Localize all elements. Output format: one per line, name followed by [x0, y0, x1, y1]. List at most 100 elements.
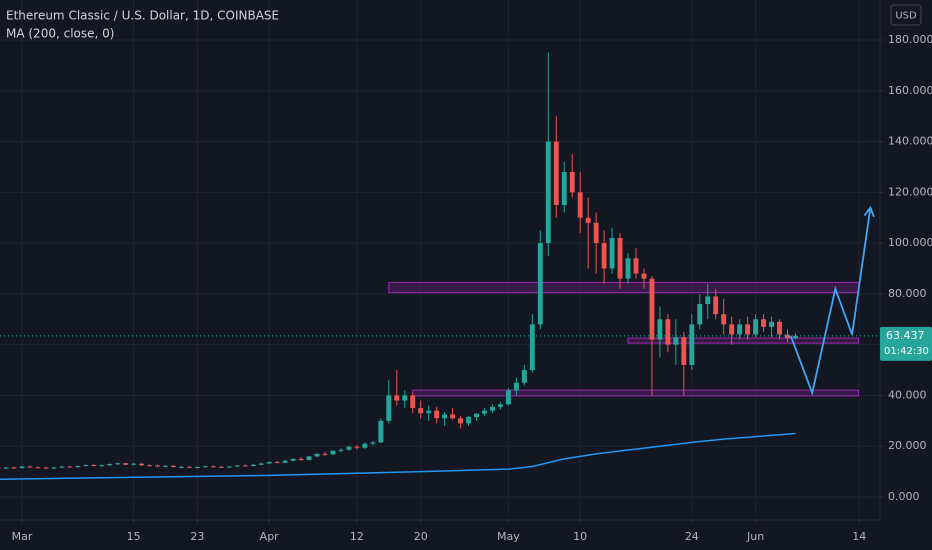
candle-body [19, 466, 25, 469]
y-tick-label: 0.000 [888, 490, 920, 503]
candle-body [745, 324, 751, 335]
candle-body [545, 141, 551, 244]
candle-body [218, 466, 224, 468]
candle-body [497, 404, 503, 407]
projection-arrowhead [863, 205, 875, 218]
candle-body [442, 414, 448, 419]
candle-body [59, 466, 65, 468]
candle-body [226, 466, 232, 468]
candle-body [370, 442, 376, 444]
x-tick-label: Jun [746, 530, 764, 543]
candle-body [43, 467, 49, 469]
candle-body [729, 324, 735, 335]
candle-body [777, 321, 783, 335]
candle-body [617, 238, 623, 279]
candle-body [163, 465, 169, 467]
projection-path [789, 207, 872, 397]
candle-body [155, 465, 161, 467]
candle-body [234, 465, 240, 467]
support-zone [412, 389, 859, 397]
candle-body [99, 465, 105, 467]
currency-box[interactable] [890, 4, 922, 26]
candle-body [115, 463, 121, 465]
y-tick-label: 180.000 [888, 33, 932, 46]
candle-body [250, 464, 256, 467]
candle-body [426, 410, 432, 414]
y-tick-label: 80.000 [888, 287, 927, 300]
candle-body [713, 296, 719, 315]
plot-layer [0, 52, 880, 480]
candle-body [306, 456, 312, 460]
x-tick-label: 14 [852, 530, 866, 543]
support-zone [627, 337, 859, 344]
x-tick-label: 24 [685, 530, 699, 543]
candle-body [322, 453, 328, 455]
candle-body [753, 319, 759, 335]
candle-body [51, 467, 57, 469]
x-tick-label: Apr [260, 530, 280, 543]
candle-body [705, 296, 711, 305]
candle-body [450, 414, 456, 419]
candle-body [625, 258, 631, 279]
y-tick-label: 120.000 [888, 185, 932, 198]
candle-body [171, 465, 176, 468]
candle-body [489, 406, 495, 411]
candle-body [210, 466, 216, 468]
x-tick-label: 10 [573, 530, 587, 543]
candle-body [458, 418, 464, 424]
candle-body [641, 273, 647, 279]
candle-body [569, 172, 575, 193]
candle-body [537, 243, 543, 325]
candle-body [561, 172, 567, 206]
candle-body [0, 467, 1, 469]
candle-body [386, 395, 392, 421]
countdown-label: 01:42:30 [884, 346, 929, 357]
candle-body [593, 222, 599, 244]
candle-body [11, 467, 17, 469]
candle-body [330, 450, 336, 455]
candle-body [609, 238, 615, 269]
candle-body [354, 446, 360, 448]
candle-body [35, 467, 41, 469]
candle-body [147, 465, 153, 467]
candle-body [737, 324, 743, 335]
candle-body [769, 321, 775, 327]
candle-body [793, 335, 798, 339]
candle-body [290, 458, 296, 461]
candle-body [139, 463, 145, 466]
candle-body [91, 465, 97, 467]
candle-body [657, 319, 663, 340]
x-tick-label: May [497, 530, 520, 543]
candle-body [394, 395, 400, 401]
candle-body [721, 314, 727, 325]
candle-body [362, 443, 368, 448]
y-tick-label: 160.000 [888, 84, 932, 97]
candle-body [258, 463, 264, 465]
candle-body [274, 461, 280, 463]
price-label: 63.437 [886, 329, 925, 342]
moving-average [0, 432, 796, 480]
candle-body [298, 458, 304, 460]
candle-body [553, 141, 559, 206]
candle-body [434, 410, 440, 419]
candle-body [601, 243, 607, 269]
axes-layer: 0.00020.00040.00060.00080.000100.000120.… [12, 33, 932, 543]
candle-body [585, 217, 591, 223]
candle-body [689, 324, 695, 365]
candle-body [505, 390, 511, 405]
candle-body [474, 413, 479, 418]
candle-body [521, 370, 527, 383]
x-tick-label: 20 [414, 530, 428, 543]
candle-body [529, 324, 535, 371]
candle-body [402, 395, 408, 401]
candle-body [3, 467, 9, 469]
x-tick-label: 12 [350, 530, 364, 543]
candle-body [785, 334, 790, 339]
currency-label[interactable]: USD [895, 11, 917, 22]
candle-body [67, 466, 73, 468]
candle-body [242, 465, 248, 467]
candle-body [186, 466, 192, 468]
x-tick-label: Mar [12, 530, 33, 543]
